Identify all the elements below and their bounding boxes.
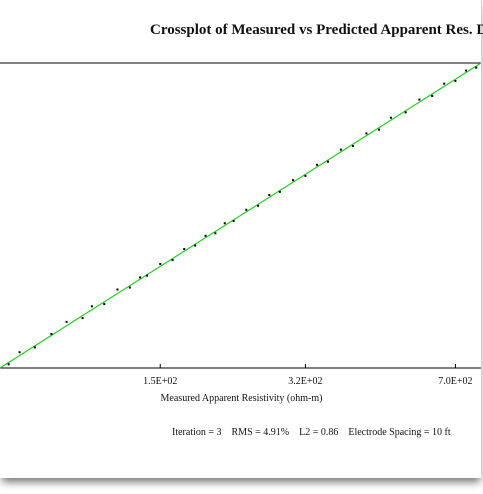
- stats-footer: Iteration = 3 RMS = 4.91% L2 = 0.86 Electro…: [172, 427, 461, 438]
- x-tick-label: 3.2E+02: [288, 376, 322, 387]
- data-point: [454, 79, 457, 82]
- iteration-text: Iteration = 3: [172, 427, 222, 438]
- data-point: [404, 111, 407, 114]
- data-point: [50, 332, 53, 335]
- data-point: [116, 288, 119, 291]
- data-point: [81, 317, 84, 320]
- data-point: [33, 346, 36, 349]
- data-point: [171, 259, 174, 262]
- data-point: [443, 82, 446, 85]
- data-point: [204, 234, 207, 237]
- chart-frame: Crossplot of Measured vs Predicted Appar…: [0, 0, 483, 478]
- l2-text: L2 = 0.86: [299, 427, 339, 438]
- data-point: [316, 163, 319, 166]
- data-point: [7, 363, 10, 366]
- data-point: [223, 222, 226, 225]
- data-point: [304, 174, 307, 177]
- data-point: [389, 116, 392, 119]
- data-point: [90, 305, 93, 308]
- data-point: [232, 219, 235, 222]
- data-point: [65, 320, 68, 323]
- data-point: [194, 244, 197, 247]
- data-point: [431, 94, 434, 97]
- data-point: [183, 248, 186, 251]
- data-point: [418, 98, 421, 101]
- data-point: [339, 148, 342, 151]
- electrode-spacing-text: Electrode Spacing = 10 ft: [348, 427, 451, 438]
- x-tick-label: 7.0E+02: [438, 376, 472, 387]
- data-point: [465, 69, 468, 72]
- crossplot-chart: 1.5E+02 3.2E+02 7.0E+02: [0, 62, 481, 387]
- data-point: [146, 274, 149, 277]
- data-point: [214, 232, 217, 235]
- data-point: [351, 145, 354, 148]
- data-point: [292, 179, 295, 182]
- data-point: [103, 303, 106, 306]
- data-point: [257, 204, 260, 207]
- data-point: [159, 262, 162, 265]
- data-point: [18, 351, 21, 354]
- data-point: [268, 193, 271, 196]
- x-tick-label: 1.5E+02: [143, 376, 177, 387]
- chart-title: Crossplot of Measured vs Predicted Appar…: [150, 22, 483, 38]
- data-point: [365, 132, 368, 135]
- data-point: [378, 128, 381, 131]
- x-axis-label: Measured Apparent Resistivity (ohm-m): [160, 393, 323, 404]
- data-point: [326, 160, 329, 163]
- data-point: [245, 208, 248, 211]
- data-point: [128, 286, 131, 289]
- data-point: [139, 276, 142, 279]
- data-point: [475, 66, 478, 69]
- data-point: [278, 190, 281, 193]
- fit-line: [0, 62, 481, 369]
- rms-text: RMS = 4.91%: [231, 427, 290, 438]
